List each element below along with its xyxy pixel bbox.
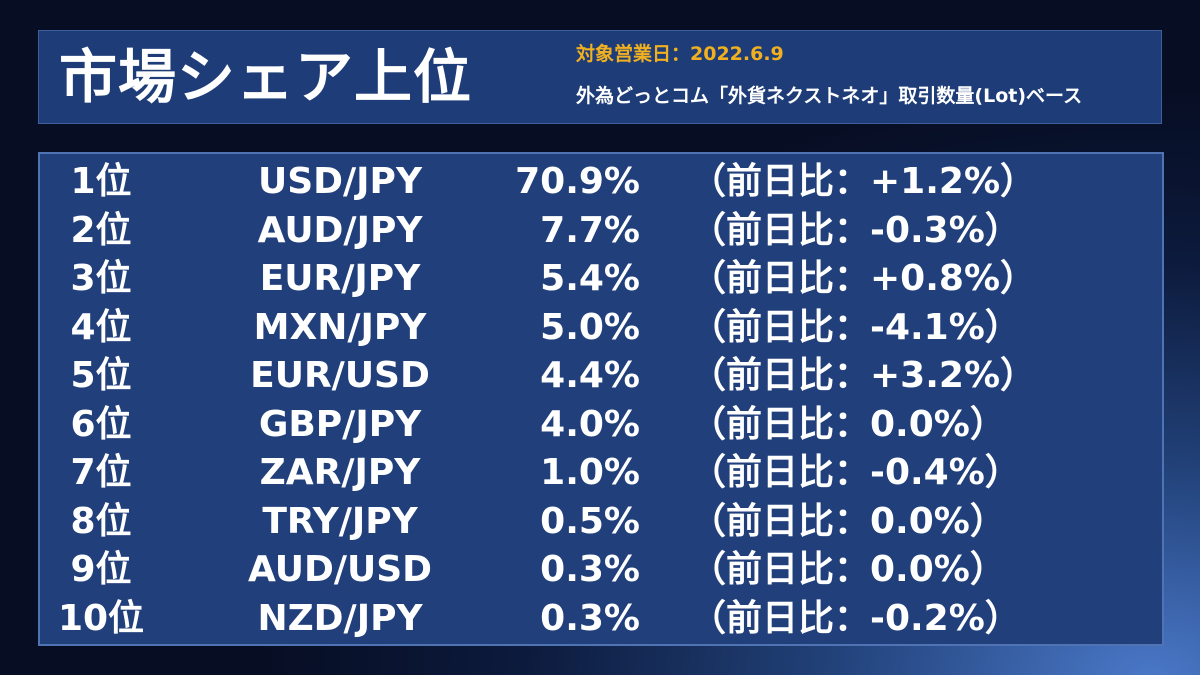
currency-pair: USD/JPY	[257, 161, 423, 202]
market-share: 4.4%	[540, 355, 640, 396]
day-change: （前日比：0.0%）	[690, 403, 1006, 445]
rank-label: 1位	[70, 161, 132, 202]
ranking-row: 10位 NZD/JPY 0.3% （前日比：-0.2%）	[40, 595, 1162, 644]
ranking-row: 3位 EUR/JPY 5.4% （前日比：+0.8%）	[40, 255, 1162, 304]
ranking-row: 7位 ZAR/JPY 1.0% （前日比：-0.4%）	[40, 449, 1162, 498]
rank-label: 3位	[70, 258, 132, 299]
rank-label: 2位	[70, 209, 132, 251]
currency-pair: AUD/JPY	[257, 209, 423, 251]
rank-label: 7位	[70, 452, 132, 493]
market-share: 0.5%	[540, 500, 640, 542]
ranking-row: 1位 USD/JPY 70.9% （前日比：+1.2%）	[40, 158, 1162, 207]
ranking-list: 1位 USD/JPY 70.9% （前日比：+1.2%） 2位 AUD/JPY …	[40, 158, 1162, 643]
rank-label: 10位	[57, 597, 145, 639]
currency-pair: TRY/JPY	[262, 500, 418, 542]
currency-pair: EUR/USD	[250, 355, 430, 396]
rank-label: 6位	[70, 403, 132, 445]
day-change: （前日比：-4.1%）	[690, 306, 1021, 348]
page-title: 市場シェア上位	[59, 43, 473, 111]
day-change: （前日比：+0.8%）	[690, 258, 1037, 299]
ranking-row: 5位 EUR/USD 4.4% （前日比：+3.2%）	[40, 352, 1162, 401]
currency-pair: AUD/USD	[247, 549, 433, 590]
market-share: 7.7%	[540, 209, 640, 251]
day-change: （前日比：-0.2%）	[690, 597, 1021, 639]
rank-label: 4位	[70, 306, 132, 348]
currency-pair: EUR/JPY	[259, 258, 421, 299]
market-share: 5.0%	[540, 306, 640, 348]
rank-label: 5位	[70, 355, 132, 396]
header-panel: 市場シェア上位 対象営業日：2022.6.9 外為どっとコム「外貨ネクストネオ」…	[38, 30, 1162, 124]
day-change: （前日比：-0.3%）	[690, 209, 1021, 251]
basis-note: 外為どっとコム「外貨ネクストネオ」取引数量(Lot)ベース	[576, 85, 1083, 107]
day-change: （前日比：+3.2%）	[690, 355, 1037, 396]
currency-pair: NZD/JPY	[257, 597, 423, 639]
ranking-panel: 1位 USD/JPY 70.9% （前日比：+1.2%） 2位 AUD/JPY …	[38, 152, 1164, 646]
market-share: 5.4%	[540, 258, 640, 299]
ranking-row: 8位 TRY/JPY 0.5% （前日比：0.0%）	[40, 498, 1162, 547]
ranking-row: 9位 AUD/USD 0.3% （前日比：0.0%）	[40, 546, 1162, 595]
day-change: （前日比：0.0%）	[690, 500, 1006, 542]
target-date: 対象営業日：2022.6.9	[576, 43, 784, 65]
market-share: 0.3%	[540, 549, 640, 590]
day-change: （前日比：-0.4%）	[690, 452, 1021, 493]
currency-pair: GBP/JPY	[258, 403, 422, 445]
market-share: 4.0%	[540, 403, 640, 445]
market-share: 70.9%	[515, 161, 640, 202]
rank-label: 8位	[70, 500, 132, 542]
currency-pair: MXN/JPY	[253, 306, 427, 348]
ranking-row: 4位 MXN/JPY 5.0% （前日比：-4.1%）	[40, 304, 1162, 353]
currency-pair: ZAR/JPY	[259, 452, 421, 493]
ranking-row: 6位 GBP/JPY 4.0% （前日比：0.0%）	[40, 401, 1162, 450]
ranking-row: 2位 AUD/JPY 7.7% （前日比：-0.3%）	[40, 207, 1162, 256]
market-share: 1.0%	[540, 452, 640, 493]
rank-label: 9位	[70, 549, 132, 590]
day-change: （前日比：+1.2%）	[690, 161, 1037, 202]
market-share: 0.3%	[540, 597, 640, 639]
day-change: （前日比：0.0%）	[690, 549, 1006, 590]
